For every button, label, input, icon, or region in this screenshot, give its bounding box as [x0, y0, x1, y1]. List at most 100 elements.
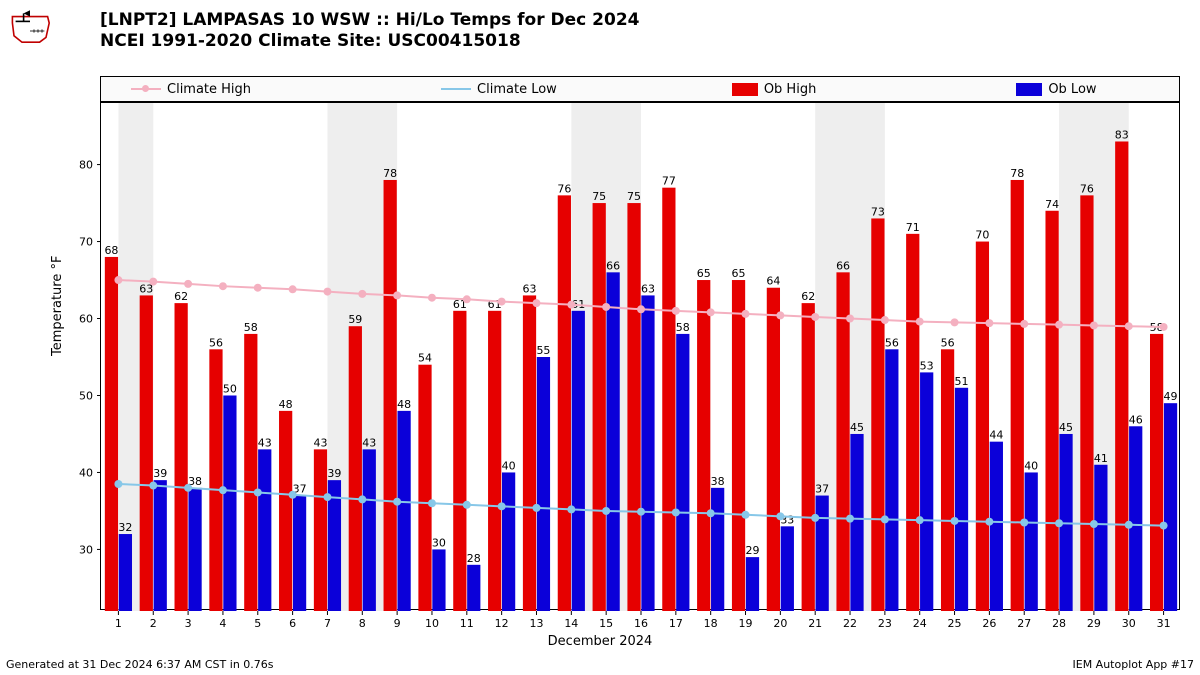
- ob-low-bar: [781, 526, 794, 611]
- ob-high-bar: [488, 311, 501, 611]
- climate-low-line-marker: [1055, 519, 1063, 527]
- svg-text:20: 20: [773, 617, 787, 630]
- legend-ob-high: Ob High: [732, 82, 817, 97]
- ob-high-bar: [767, 288, 780, 611]
- ob-high-bar: [1080, 195, 1093, 611]
- legend: .legend .legend-item:nth-child(1) .legen…: [100, 76, 1180, 102]
- ob-high-swatch: [732, 83, 758, 96]
- climate-high-line-marker: [532, 299, 540, 307]
- svg-text:41: 41: [1094, 452, 1108, 465]
- ob-high-bar: [314, 449, 327, 611]
- ob-high-bar: [1045, 211, 1058, 611]
- climate-high-line-marker: [1090, 321, 1098, 329]
- svg-text:49: 49: [1164, 390, 1178, 403]
- svg-text:73: 73: [871, 205, 885, 218]
- svg-text:23: 23: [878, 617, 892, 630]
- svg-text:9: 9: [394, 617, 401, 630]
- climate-low-line-marker: [1125, 521, 1133, 529]
- climate-low-line-marker: [985, 518, 993, 526]
- ob-low-bar: [1094, 465, 1107, 611]
- svg-text:70: 70: [79, 236, 93, 249]
- climate-high-line-marker: [428, 294, 436, 302]
- svg-text:29: 29: [1087, 617, 1101, 630]
- ob-low-bar: [397, 411, 410, 611]
- svg-text:60: 60: [79, 313, 93, 326]
- svg-text:27: 27: [1017, 617, 1031, 630]
- ob-low-bar: [467, 565, 480, 611]
- ob-low-bar: [1164, 403, 1177, 611]
- footer: Generated at 31 Dec 2024 6:37 AM CST in …: [6, 658, 1194, 671]
- svg-text:56: 56: [885, 336, 899, 349]
- svg-text:40: 40: [79, 466, 93, 479]
- svg-text:65: 65: [697, 267, 711, 280]
- ob-high-bar: [941, 349, 954, 611]
- svg-text:30: 30: [432, 536, 446, 549]
- climate-high-swatch: [131, 88, 161, 90]
- ob-high-bar: [802, 303, 815, 611]
- ob-high-bar: [976, 242, 989, 611]
- legend-label: Ob High: [764, 82, 817, 97]
- ob-high-bar: [906, 234, 919, 611]
- svg-text:39: 39: [153, 467, 167, 480]
- ob-high-bar: [349, 326, 362, 611]
- climate-low-line-marker: [811, 514, 819, 522]
- svg-text:40: 40: [1024, 459, 1038, 472]
- climate-high-line-marker: [602, 303, 610, 311]
- ob-low-bar: [188, 488, 201, 611]
- svg-text:43: 43: [362, 436, 376, 449]
- climate-low-line-marker: [672, 508, 680, 516]
- svg-text:2: 2: [150, 617, 157, 630]
- ob-high-bar: [279, 411, 292, 611]
- ob-high-bar: [871, 218, 884, 611]
- climate-low-line-marker: [184, 484, 192, 492]
- climate-low-line-marker: [149, 482, 157, 490]
- ob-low-bar: [607, 272, 620, 611]
- climate-high-line-marker: [463, 295, 471, 303]
- climate-low-line-marker: [114, 480, 122, 488]
- svg-text:75: 75: [592, 190, 606, 203]
- svg-text:21: 21: [808, 617, 822, 630]
- ob-high-bar: [1011, 180, 1024, 611]
- climate-low-line-marker: [1090, 520, 1098, 528]
- svg-text:10: 10: [425, 617, 439, 630]
- svg-text:65: 65: [732, 267, 746, 280]
- svg-text:44: 44: [989, 429, 1003, 442]
- title-line-2: NCEI 1991-2020 Climate Site: USC00415018: [100, 31, 640, 52]
- svg-text:48: 48: [397, 398, 411, 411]
- climate-low-line-marker: [498, 502, 506, 510]
- svg-text:50: 50: [79, 389, 93, 402]
- ob-low-bar: [746, 557, 759, 611]
- svg-text:76: 76: [1080, 182, 1094, 195]
- svg-text:40: 40: [502, 459, 516, 472]
- climate-low-line-marker: [776, 512, 784, 520]
- ob-low-bar: [990, 442, 1003, 611]
- ob-high-bar: [453, 311, 466, 611]
- ob-low-bar: [258, 449, 271, 611]
- svg-text:53: 53: [920, 359, 934, 372]
- svg-text:17: 17: [669, 617, 683, 630]
- ob-low-bar: [432, 549, 445, 611]
- svg-text:29: 29: [745, 544, 759, 557]
- svg-text:5: 5: [254, 617, 261, 630]
- svg-text:31: 31: [1157, 617, 1171, 630]
- svg-text:6: 6: [289, 617, 296, 630]
- ob-low-bar: [363, 449, 376, 611]
- climate-high-line-marker: [219, 282, 227, 290]
- svg-text:25: 25: [948, 617, 962, 630]
- ob-high-bar: [627, 203, 640, 611]
- ob-high-bar: [662, 188, 675, 611]
- climate-low-line-marker: [1020, 518, 1028, 526]
- climate-high-line-marker: [881, 316, 889, 324]
- svg-text:43: 43: [258, 436, 272, 449]
- legend-ob-low: Ob Low: [1016, 82, 1096, 97]
- svg-text:45: 45: [850, 421, 864, 434]
- climate-high-line-marker: [811, 313, 819, 321]
- climate-low-line-marker: [916, 516, 924, 524]
- climate-high-line-marker: [323, 288, 331, 296]
- svg-text:59: 59: [348, 313, 362, 326]
- chart-plot-area: 3040506070801234567891011121314151617181…: [100, 102, 1180, 610]
- svg-text:46: 46: [1129, 413, 1143, 426]
- ob-high-bar: [418, 365, 431, 611]
- ob-low-bar: [920, 372, 933, 611]
- svg-text:32: 32: [118, 521, 132, 534]
